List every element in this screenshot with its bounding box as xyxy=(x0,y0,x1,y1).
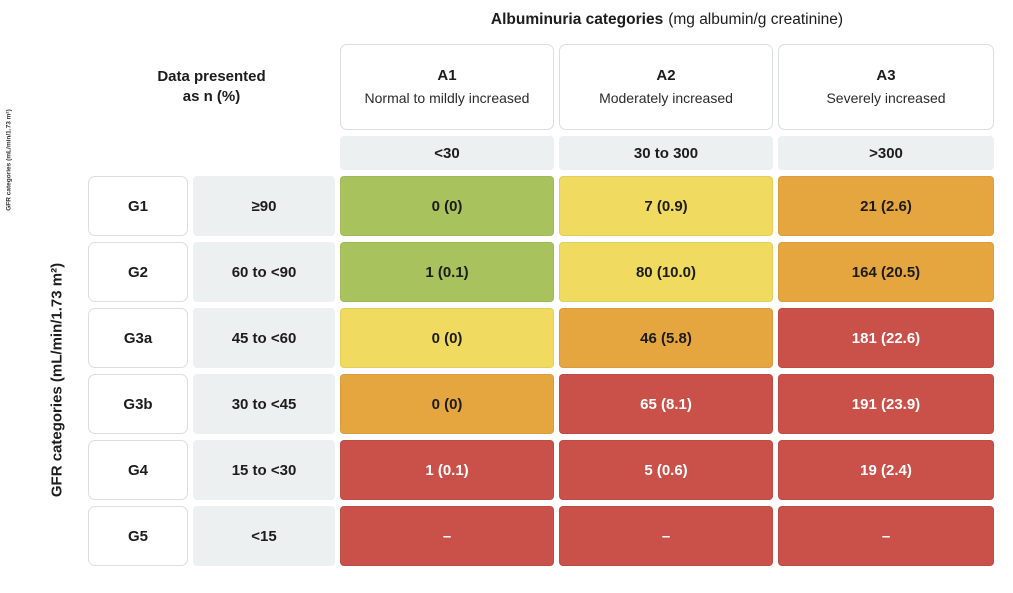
column-header-a2: A2 Moderately increased xyxy=(559,44,773,130)
chart-title: Albuminuria categories (mg albumin/g cre… xyxy=(340,2,994,38)
cell-g4-a1: 1 (0.1) xyxy=(340,440,554,500)
cell-g3a-a3: 181 (22.6) xyxy=(778,308,994,368)
row-code-g1: G1 xyxy=(88,176,188,236)
y-axis-label: GFR categories (mL/min/1.73 m²) xyxy=(48,262,66,498)
row-code-g2: G2 xyxy=(88,242,188,302)
cell-g3a-a2: 46 (5.8) xyxy=(559,308,773,368)
data-note: Data presented as n (%) xyxy=(88,44,335,130)
cell-g3b-a3: 191 (23.9) xyxy=(778,374,994,434)
cell-g2-a1: 1 (0.1) xyxy=(340,242,554,302)
column-header-a1: A1 Normal to mildly increased xyxy=(340,44,554,130)
cell-g5-a3: – xyxy=(778,506,994,566)
cell-g3a-a1: 0 (0) xyxy=(340,308,554,368)
data-note-line1: Data presented xyxy=(157,67,266,85)
cell-g4-a3: 19 (2.4) xyxy=(778,440,994,500)
row-range-g1: ≥90 xyxy=(193,176,335,236)
row-range-g5: <15 xyxy=(193,506,335,566)
column-code-a3: A3 xyxy=(876,66,896,84)
cell-g5-a2: – xyxy=(559,506,773,566)
cell-g5-a1: – xyxy=(340,506,554,566)
row-code-g4: G4 xyxy=(88,440,188,500)
chart-title-units: (mg albumin/g creatinine) xyxy=(668,11,844,28)
column-code-a2: A2 xyxy=(656,66,676,84)
column-desc-a3: Severely increased xyxy=(826,89,946,106)
row-range-g4: 15 to <30 xyxy=(193,440,335,500)
risk-matrix-grid: Albuminuria categories (mg albumin/g cre… xyxy=(88,2,994,566)
data-note-line2: as n (%) xyxy=(182,88,241,105)
column-code-a1: A1 xyxy=(437,66,457,84)
cell-g2-a3: 164 (20.5) xyxy=(778,242,994,302)
row-range-g3a: 45 to <60 xyxy=(193,308,335,368)
row-code-g3b: G3b xyxy=(88,374,188,434)
row-range-g3b: 30 to <45 xyxy=(193,374,335,434)
cell-g4-a2: 5 (0.6) xyxy=(559,440,773,500)
cell-g1-a3: 21 (2.6) xyxy=(778,176,994,236)
cell-g1-a2: 7 (0.9) xyxy=(559,176,773,236)
chart-title-main: Albuminuria categories xyxy=(490,11,664,28)
column-range-a3: >300 xyxy=(778,136,994,170)
column-desc-a2: Moderately increased xyxy=(599,89,733,106)
cell-g2-a2: 80 (10.0) xyxy=(559,242,773,302)
cell-g1-a1: 0 (0) xyxy=(340,176,554,236)
column-header-a3: A3 Severely increased xyxy=(778,44,994,130)
row-code-g5: G5 xyxy=(88,506,188,566)
row-code-g3a: G3a xyxy=(88,308,188,368)
column-desc-a1: Normal to mildly increased xyxy=(364,89,530,106)
column-range-a2: 30 to 300 xyxy=(559,136,773,170)
cell-g3b-a1: 0 (0) xyxy=(340,374,554,434)
column-range-a1: <30 xyxy=(340,136,554,170)
y-axis-label-small: GFR categories (mL/min/1.73 m²) xyxy=(5,109,13,211)
row-range-g2: 60 to <90 xyxy=(193,242,335,302)
cell-g3b-a2: 65 (8.1) xyxy=(559,374,773,434)
